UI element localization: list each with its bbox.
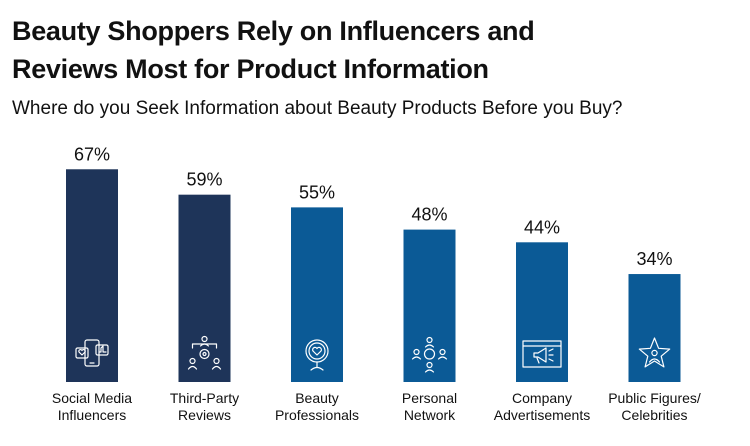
chart-title: Beauty Shoppers Rely on Influencers and …: [12, 12, 712, 88]
chart-title-line-1: Beauty Shoppers Rely on Influencers and: [12, 16, 535, 46]
chart-subtitle: Where do you Seek Information about Beau…: [12, 98, 623, 119]
category-label-5: Company Advertisements: [494, 390, 590, 423]
category-label-1: Social Media Influencers: [52, 390, 132, 423]
bar-6: [628, 274, 681, 382]
bar-2: [178, 194, 231, 382]
bar-1: [66, 169, 118, 382]
chart-title-line-2: Reviews Most for Product Information: [12, 54, 489, 84]
mirror-heart-icon: [305, 339, 329, 371]
phone-social-icon: [75, 339, 109, 367]
bar-3: [291, 207, 343, 382]
people-circle-icon: [411, 336, 448, 373]
bar-4: [403, 229, 456, 382]
category-label-2: Third-Party Reviews: [170, 390, 239, 423]
network-gear-icon: [187, 335, 222, 370]
value-label-4: 48%: [411, 205, 447, 225]
value-label-3: 55%: [299, 182, 335, 202]
category-label-4: Personal Network: [402, 390, 457, 423]
value-label-1: 67%: [74, 144, 110, 164]
category-label-6: Public Figures/Celebrities: [608, 390, 701, 423]
megaphone-screen-icon: [522, 340, 562, 368]
star-person-icon: [638, 337, 671, 368]
value-label-6: 34%: [636, 249, 672, 269]
category-label-3: Beauty Professionals: [275, 390, 359, 423]
value-label-5: 44%: [524, 217, 560, 237]
value-label-2: 59%: [186, 170, 222, 190]
bar-5: [516, 242, 568, 382]
